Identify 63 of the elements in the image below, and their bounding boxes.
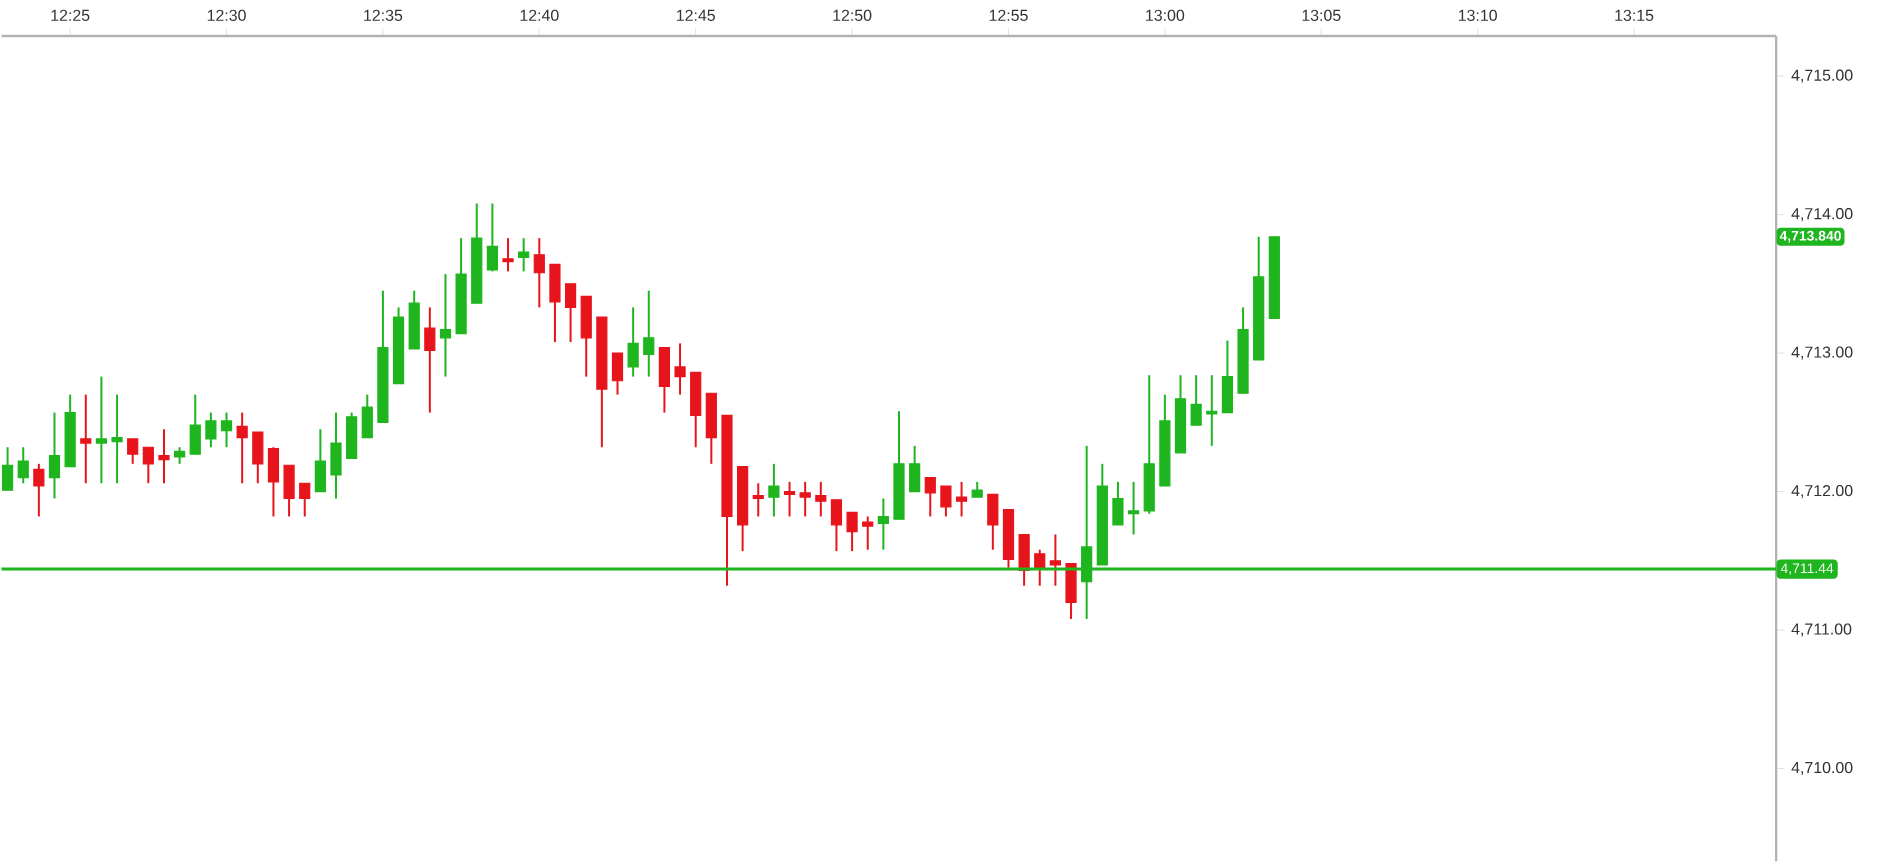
candlestick [111, 393, 123, 484]
candlestick [486, 202, 498, 273]
candlestick [705, 391, 717, 465]
candlestick [283, 463, 295, 518]
candlestick [267, 445, 280, 518]
candlestick [940, 484, 952, 518]
candlestick [815, 480, 827, 518]
candlestick [1018, 533, 1030, 587]
candlestick [1049, 533, 1061, 587]
candlestick [549, 263, 561, 343]
candlestick [1112, 480, 1124, 526]
candlestick [768, 462, 780, 518]
candlestick [862, 515, 874, 551]
candlestick [783, 480, 796, 518]
candlestick [611, 351, 624, 396]
candlestick [533, 236, 545, 309]
candlestick [220, 411, 233, 448]
candlestick [80, 393, 92, 484]
candlestick [252, 430, 264, 484]
candlestick [95, 375, 108, 484]
candlestick [1, 445, 14, 491]
candlestick [361, 393, 373, 439]
candlestick [674, 342, 686, 396]
candlestick [346, 411, 358, 460]
candlestick [924, 476, 936, 518]
candlestick [424, 306, 436, 414]
candlestick [205, 411, 217, 448]
candlestick [564, 282, 577, 343]
candlestick [1127, 480, 1140, 536]
candlestick [236, 411, 248, 484]
candlestick [690, 371, 702, 448]
candlestick [1065, 562, 1077, 620]
candlestick [1206, 373, 1218, 447]
candlestick [48, 411, 61, 500]
candlestick [1190, 373, 1202, 426]
candlestick [1143, 373, 1155, 515]
candlestick [158, 427, 170, 484]
candlestick [17, 445, 29, 484]
candlestick [142, 445, 154, 484]
candlestick [643, 289, 655, 378]
candlestick [909, 444, 921, 493]
candlestick [658, 346, 671, 414]
candlestick [518, 236, 530, 273]
candlestick [830, 498, 843, 552]
candlestick [846, 511, 858, 552]
candlestick [627, 306, 639, 378]
candlestick [502, 236, 514, 273]
candlestick [189, 393, 201, 455]
candlestick [330, 411, 342, 500]
candlestick [799, 480, 811, 518]
candlestick [1034, 548, 1046, 587]
candlestick [955, 480, 968, 518]
candlestick [752, 482, 764, 518]
candlestick [299, 482, 311, 518]
candlestick [580, 295, 592, 378]
candlestick [877, 497, 889, 551]
candlestick [439, 272, 452, 378]
candlestick [987, 493, 999, 551]
candlestick [1221, 339, 1234, 414]
candlestick [314, 427, 326, 493]
candlestick [408, 289, 420, 350]
candlestick [127, 437, 139, 465]
candlestick [33, 462, 45, 518]
